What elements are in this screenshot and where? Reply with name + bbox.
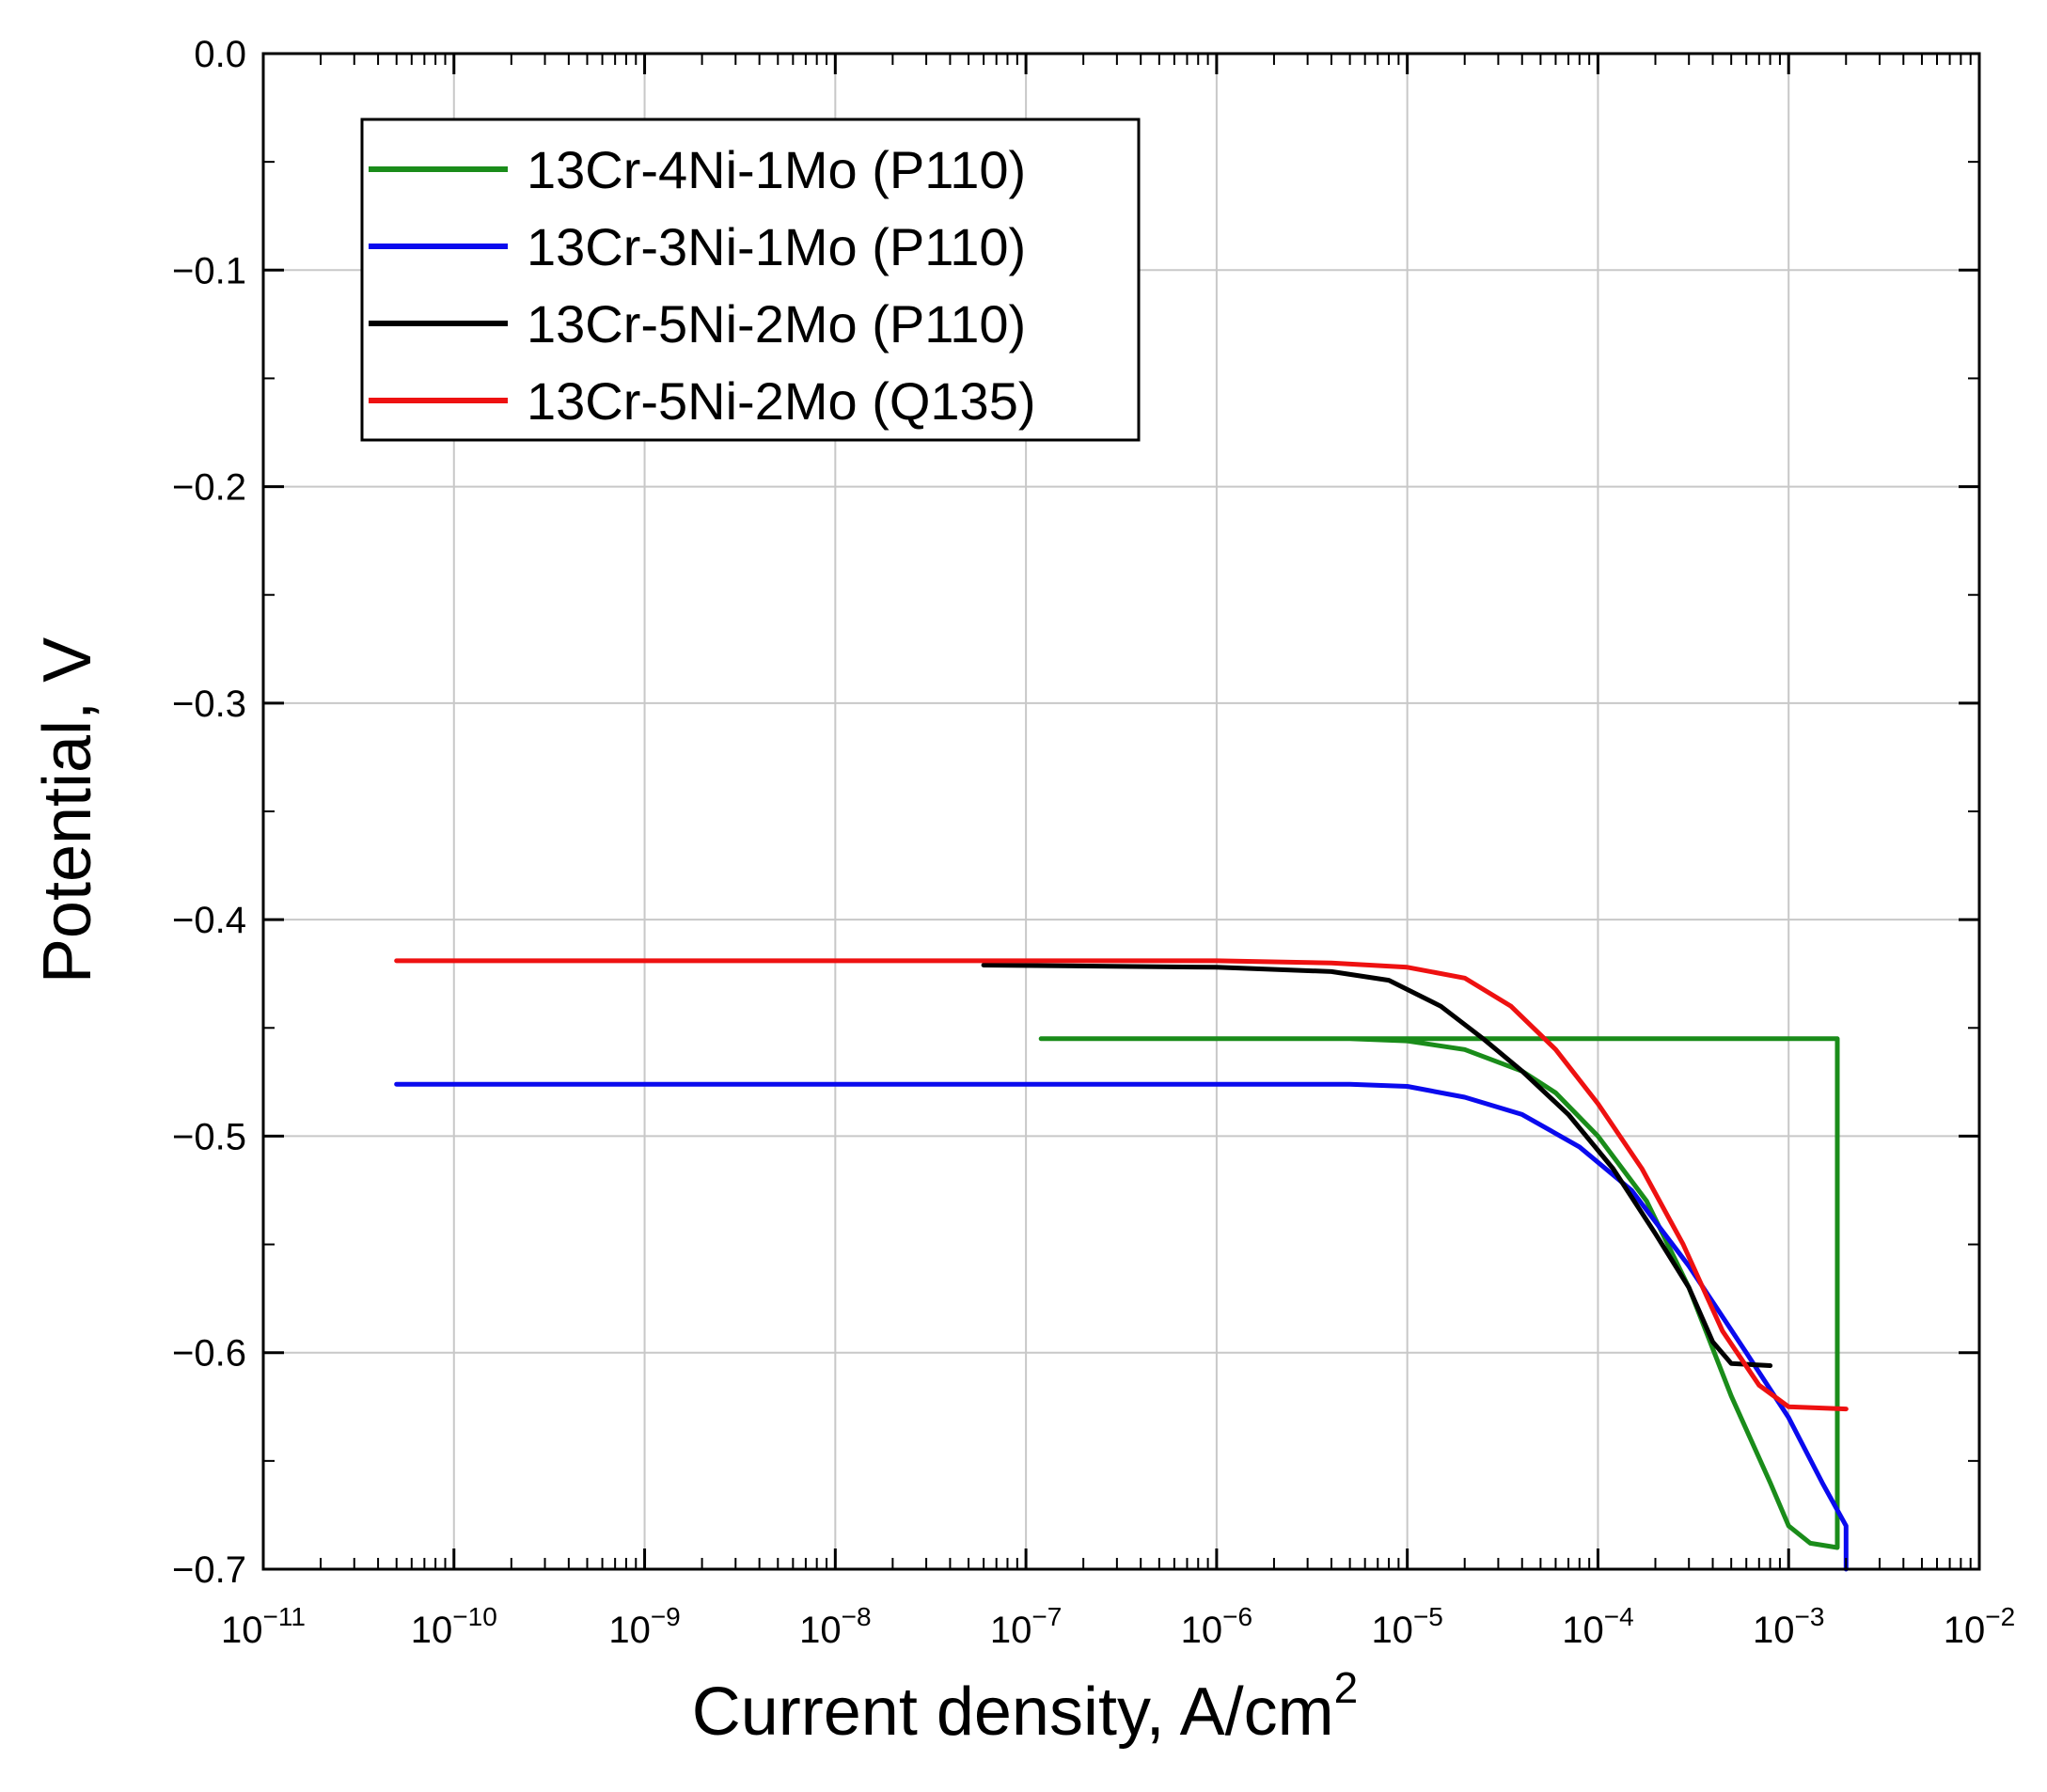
x-tick-exponent: −8: [842, 1602, 872, 1631]
x-tick-label: 10−10: [411, 1602, 497, 1651]
y-axis-title: Potential, V: [30, 637, 105, 983]
x-tick-exponent: −10: [452, 1602, 497, 1631]
series-line: [1038, 1036, 1840, 1550]
grid: [263, 54, 1979, 1569]
x-tick-label: 10−9: [608, 1602, 680, 1651]
x-tick-base: 10: [1181, 1610, 1223, 1651]
y-tick-label: −0.1: [172, 250, 246, 291]
y-tick-label: −0.2: [172, 467, 246, 509]
x-tick-label: 10−2: [1944, 1602, 2015, 1651]
x-axis-ticks: [261, 54, 1981, 1569]
x-tick-exponent: −7: [1031, 1602, 1062, 1631]
y-axis-ticks: [263, 52, 1979, 1571]
series-lines: [394, 958, 1849, 1572]
series-line: [394, 1081, 1849, 1572]
y-tick-label: −0.7: [172, 1549, 246, 1591]
x-tick-base: 10: [1562, 1610, 1604, 1651]
y-tick-label: −0.4: [172, 900, 246, 941]
legend-label: 13Cr-5Ni-2Mo (Q135): [527, 371, 1036, 431]
series-line: [394, 958, 1849, 1412]
x-axis-title: Current density, A/cm2: [692, 1663, 1359, 1750]
x-tick-exponent: −9: [651, 1602, 681, 1631]
x-tick-base: 10: [411, 1610, 453, 1651]
x-tick-exponent: −5: [1413, 1602, 1443, 1631]
x-tick-label: 10−8: [799, 1602, 871, 1651]
x-tick-base: 10: [799, 1610, 842, 1651]
x-tick-exponent: −4: [1604, 1602, 1634, 1631]
legend-label: 13Cr-5Ni-2Mo (P110): [527, 294, 1026, 354]
x-tick-base: 10: [1753, 1610, 1795, 1651]
x-axis-title-superscript: 2: [1334, 1663, 1359, 1712]
x-tick-base: 10: [608, 1610, 651, 1651]
x-tick-label: 10−3: [1753, 1602, 1824, 1651]
y-tick-label: 0.0: [194, 34, 246, 75]
x-axis-title-main: Current density, A/cm: [692, 1674, 1334, 1750]
x-tick-label: 10−7: [990, 1602, 1062, 1651]
x-tick-labels: 10−11 10−10 10−9 10−8 10−7 10−6 10−5 10−4 10−3 10…: [221, 1602, 2015, 1651]
series-line: [981, 963, 1773, 1368]
x-tick-exponent: −6: [1222, 1602, 1252, 1631]
x-tick-base: 10: [990, 1610, 1032, 1651]
x-tick-label: 10−4: [1562, 1602, 1633, 1651]
x-tick-base: 10: [1371, 1610, 1413, 1651]
y-tick-label: −0.5: [172, 1116, 246, 1157]
y-tick-labels: 0.0 −0.1 −0.2 −0.3 −0.4 −0.5 −0.6 −0.7: [172, 34, 246, 1591]
y-tick-label: −0.6: [172, 1333, 246, 1375]
x-tick-exponent: −11: [263, 1602, 306, 1631]
legend-label: 13Cr-4Ni-1Mo (P110): [527, 140, 1026, 199]
x-tick-exponent: −2: [1985, 1602, 2015, 1631]
x-tick-label: 10−6: [1181, 1602, 1252, 1651]
x-tick-base: 10: [221, 1610, 263, 1651]
x-tick-label: 10−11: [221, 1602, 306, 1651]
x-tick-base: 10: [1944, 1610, 1986, 1651]
y-tick-label: −0.3: [172, 684, 246, 725]
legend-box: [360, 118, 1141, 442]
legend-label: 13Cr-3Ni-1Mo (P110): [527, 217, 1026, 276]
x-tick-exponent: −3: [1795, 1602, 1825, 1631]
x-tick-label: 10−5: [1371, 1602, 1442, 1651]
legend: 13Cr-4Ni-1Mo (P110) 13Cr-3Ni-1Mo (P110) 13…: [360, 118, 1141, 442]
